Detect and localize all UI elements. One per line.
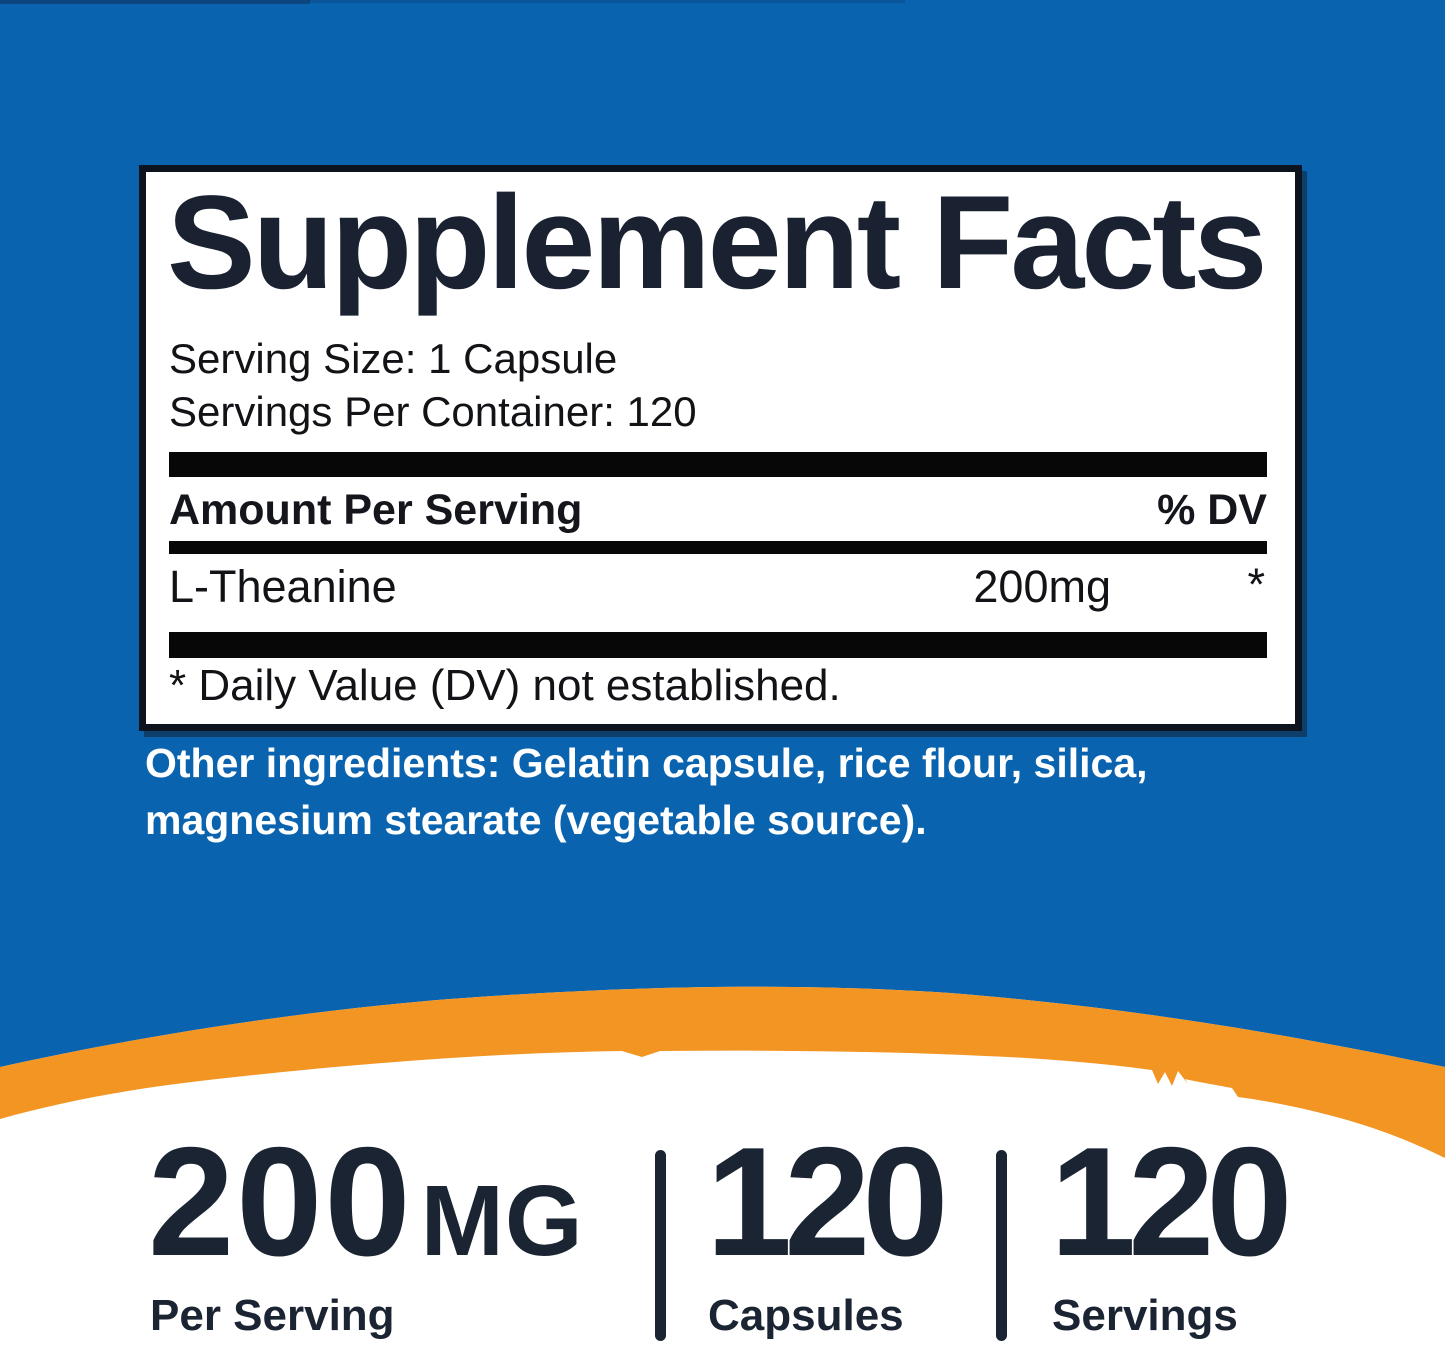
percent-dv-header: % DV [1157,486,1267,534]
separator-bar-thick-top [169,452,1267,477]
stat-capsules-label: Capsules [708,1291,904,1340]
separator-bar-thin [169,541,1267,554]
nutrient-header-row: Amount Per Serving % DV [169,489,1267,535]
top-edge-line-dark-segment [0,0,310,4]
panel-title: Supplement Facts [167,169,1268,317]
dv-footnote: * Daily Value (DV) not established. [169,661,841,710]
top-edge-line [0,0,905,3]
stat-per-serving: 200 MG [148,1124,584,1279]
stat-divider [996,1150,1007,1341]
other-ingredients-line-1: Other ingredients: Gelatin capsule, rice… [145,740,1148,786]
stat-per-serving-label: Per Serving [150,1291,395,1340]
orange-swoosh [0,986,1445,1158]
stat-per-serving-value: 200 [148,1115,413,1288]
stat-per-serving-unit: MG [420,1165,584,1277]
stat-servings-label: Servings [1052,1291,1238,1340]
stat-capsules-value: 120 [706,1115,949,1288]
nutrient-dv-asterisk: * [1247,559,1265,610]
supplement-facts-panel: Supplement Facts Serving Size: 1 Capsule… [139,165,1302,731]
nutrient-row: L-Theanine 200mg * [169,559,1267,616]
stat-servings-value: 120 [1050,1115,1293,1288]
amount-per-serving-header: Amount Per Serving [169,486,583,534]
nutrient-amount: 200mg [973,561,1111,612]
other-ingredients-text: Other ingredients: Gelatin capsule, rice… [145,735,1148,849]
stat-divider [655,1150,666,1341]
nutrient-name: L-Theanine [169,561,397,612]
separator-bar-thick-bottom [169,632,1267,658]
servings-per-container-line: Servings Per Container: 120 [169,388,697,435]
serving-size-line: Serving Size: 1 Capsule [169,335,618,382]
other-ingredients-line-2: magnesium stearate (vegetable source). [145,797,927,843]
stat-capsules: 120 [706,1115,949,1288]
stat-servings: 120 [1050,1115,1293,1288]
